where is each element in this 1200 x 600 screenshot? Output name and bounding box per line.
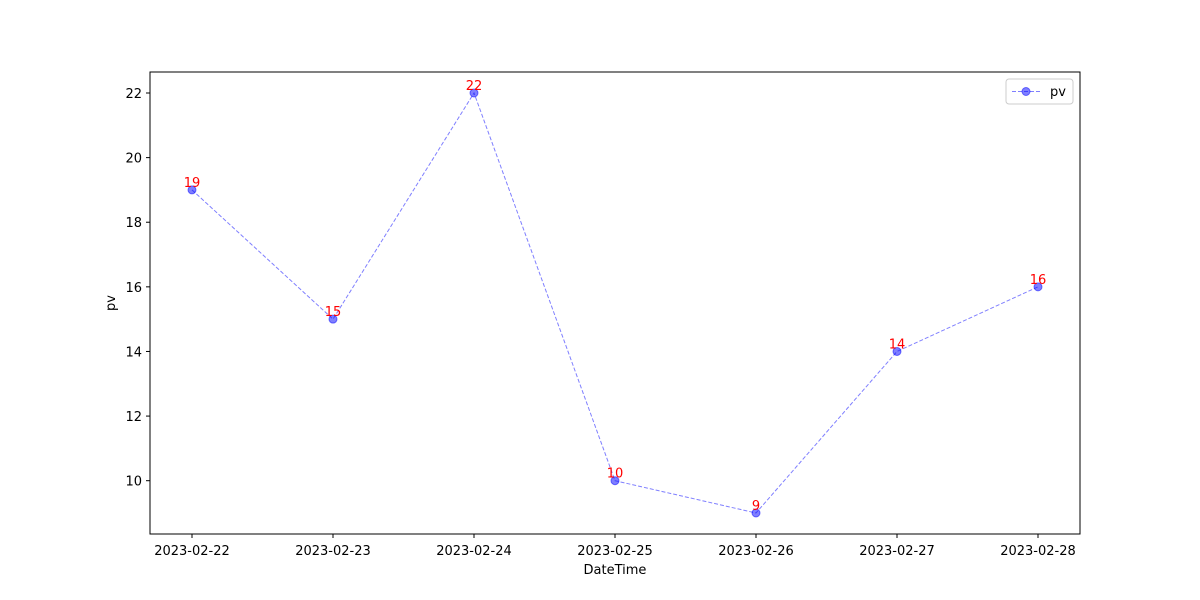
y-tick-label: 18 <box>125 216 142 231</box>
data-point <box>1033 282 1043 292</box>
data-point <box>610 476 620 486</box>
data-label: 22 <box>466 79 483 94</box>
x-tick-label: 2023-02-25 <box>577 544 653 559</box>
y-tick-label: 12 <box>125 410 142 425</box>
y-tick-label: 20 <box>125 152 142 167</box>
y-tick-label: 16 <box>125 281 142 296</box>
data-label: 10 <box>607 467 624 482</box>
series-layer <box>187 88 1043 518</box>
data-point <box>187 185 197 195</box>
data-point <box>469 88 479 98</box>
x-tick-label: 2023-02-22 <box>154 544 230 559</box>
x-axis-label: DateTime <box>584 563 647 578</box>
data-label: 14 <box>889 337 906 352</box>
y-tick-label: 10 <box>125 475 142 490</box>
x-tick-label: 2023-02-28 <box>1000 544 1076 559</box>
data-label: 9 <box>752 499 760 514</box>
legend-series-label: pv <box>1050 85 1066 100</box>
legend-marker-swatch <box>1021 87 1031 96</box>
x-tick-label: 2023-02-23 <box>295 544 371 559</box>
x-tick-label: 2023-02-24 <box>436 544 512 559</box>
plot-area <box>149 71 1081 535</box>
x-axis: 2023-02-22 2023-02-23 2023-02-24 2023-02-25… <box>154 534 1076 559</box>
y-axis-label: pv <box>104 295 119 311</box>
data-point <box>328 314 338 324</box>
y-tick-label: 22 <box>125 87 142 102</box>
y-axis: 10 12 14 16 18 20 22 <box>125 87 150 490</box>
y-tick-label: 14 <box>125 345 142 360</box>
legend: pv <box>1005 78 1074 105</box>
data-label: 15 <box>325 305 342 320</box>
data-label: 19 <box>184 176 201 191</box>
data-label: 16 <box>1030 273 1047 288</box>
data-point <box>751 508 761 518</box>
data-labels: 19 15 22 10 9 14 16 <box>184 79 1047 514</box>
x-tick-label: 2023-02-26 <box>718 544 794 559</box>
x-tick-label: 2023-02-27 <box>859 544 935 559</box>
data-point <box>892 346 902 356</box>
